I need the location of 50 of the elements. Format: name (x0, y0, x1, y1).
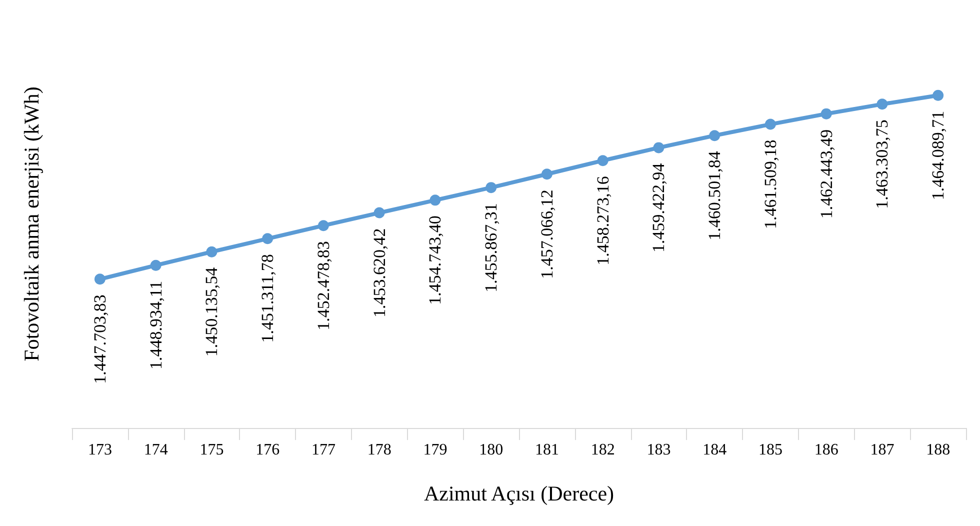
x-tick-label: 178 (367, 442, 392, 458)
point (932, 90, 944, 101)
data-label: 1.460.501,84 (705, 150, 724, 240)
point (262, 233, 274, 244)
x-tick-label: 185 (758, 442, 782, 458)
data-label: 1.452.478,83 (314, 241, 333, 330)
data-label: 1.450.135,54 (202, 266, 222, 357)
x-tick-label: 182 (590, 442, 615, 458)
point (374, 207, 385, 218)
x-tick-label: 186 (814, 442, 838, 458)
data-label: 1.459.422,94 (649, 162, 668, 252)
x-tick-label: 174 (144, 442, 168, 458)
y-axis-title: Fotovoltaik anma enerjisi (kWh) (20, 86, 44, 362)
x-tick-label: 179 (423, 442, 448, 458)
data-label: 1.463.303,75 (872, 120, 892, 209)
point (94, 274, 106, 285)
x-tick-label: 173 (88, 442, 112, 458)
data-label: 1.451.311,78 (258, 254, 278, 343)
point (150, 260, 162, 271)
data-label: 1.462.443,49 (816, 129, 836, 219)
data-label: 1.457.066,12 (537, 190, 556, 279)
x-tick-label: 181 (534, 442, 559, 458)
data-label: 1.458.273,16 (593, 176, 612, 266)
data-label: 1.453.620,42 (370, 228, 389, 318)
x-tick-label: 177 (311, 442, 336, 458)
x-tick-label: 188 (926, 442, 950, 458)
point (876, 98, 888, 110)
x-axis-title: Azimut Açısı (Derece) (424, 482, 614, 506)
point (430, 194, 441, 206)
point (653, 142, 664, 154)
point (318, 220, 329, 232)
data-label: 1.448.934,11 (146, 280, 166, 370)
point (541, 168, 552, 180)
point (486, 182, 497, 194)
data-label: 1.455.867,31 (482, 203, 501, 292)
x-tick-label: 180 (479, 442, 504, 458)
x-tick-label: 175 (200, 442, 224, 458)
point (820, 108, 832, 120)
point (764, 118, 776, 130)
x-tick-label: 183 (646, 442, 671, 458)
point (709, 130, 720, 142)
data-label: 1.447.703,83 (90, 294, 110, 384)
point (206, 246, 218, 258)
data-label: 1.464.089,71 (928, 110, 948, 200)
x-tick-label: 176 (256, 442, 280, 458)
data-label: 1.461.509,18 (760, 140, 780, 230)
x-tick-label: 187 (870, 442, 894, 458)
point (597, 155, 608, 166)
data-label: 1.454.743,40 (426, 216, 445, 305)
x-tick-label: 184 (702, 442, 727, 458)
